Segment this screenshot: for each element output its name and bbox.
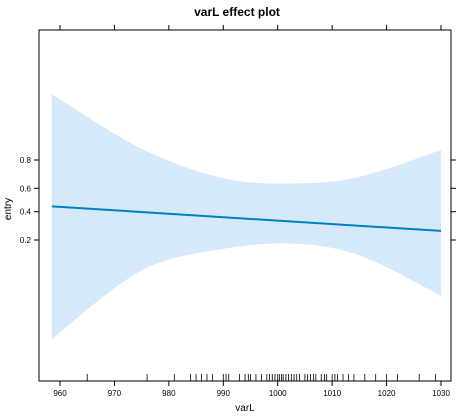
x-tick-label: 1000 (269, 389, 287, 398)
x-tick-label: 1030 (432, 389, 450, 398)
y-tick-label: 0.6 (20, 184, 32, 193)
rug (86, 374, 436, 381)
plot-frame (38, 29, 452, 382)
x-tick-label: 980 (162, 389, 176, 398)
confidence-band (51, 94, 442, 340)
y-axis: 0.2 0.4 0.6 0.8 (20, 156, 456, 245)
chart-title: varL effect plot (194, 5, 280, 19)
x-tick-label: 970 (108, 389, 122, 398)
x-tick-label: 1020 (378, 389, 396, 398)
y-tick-label: 0.8 (20, 156, 32, 165)
y-axis-label: entry (3, 198, 14, 220)
plot-area (51, 94, 442, 381)
x-axis: 960 970 980 990 1000 1010 1020 1030 (53, 25, 450, 398)
y-tick-label: 0.4 (20, 208, 32, 217)
x-tick-label: 990 (217, 389, 231, 398)
y-tick-label: 0.2 (20, 236, 32, 245)
x-tick-label: 960 (53, 389, 67, 398)
x-axis-label: varL (235, 403, 255, 414)
fit-line (51, 205, 442, 232)
x-tick-label: 1010 (323, 389, 341, 398)
